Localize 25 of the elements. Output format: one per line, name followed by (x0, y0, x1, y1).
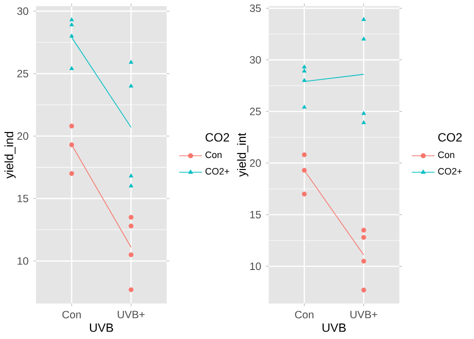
legend-label: CO2+ (438, 168, 462, 175)
y-tick-label: 20 (250, 159, 261, 167)
y-tick-label: 10 (250, 262, 261, 270)
y-tick-label: 30 (17, 7, 28, 16)
y-axis-title: yield_int (237, 133, 248, 177)
x-tick-label: UVB+ (118, 310, 145, 318)
y-tick-label: 15 (18, 194, 28, 202)
x-axis-title: UVB (90, 324, 114, 332)
y-tick-label: 25 (17, 70, 28, 78)
legend-label: Con (438, 152, 454, 158)
x-tick-label: UVB+ (350, 310, 378, 318)
x-tick-label: Con (62, 310, 81, 318)
legend-title: CO2 (206, 133, 230, 142)
legend-label: CO2+ (206, 168, 230, 175)
y-tick-label: 30 (250, 56, 261, 64)
x-tick-label: Con (295, 310, 314, 318)
y-tick-label: 10 (18, 257, 28, 265)
y-tick-label: 20 (17, 132, 28, 140)
y-axis-title: yield_ind (4, 132, 16, 179)
y-tick-label: 15 (250, 211, 261, 218)
legend-label: Con (206, 152, 222, 158)
y-tick-label: 25 (250, 108, 261, 116)
legend-title: CO2 (438, 133, 462, 142)
x-axis-title: UVB (322, 324, 346, 332)
y-tick-label: 35 (250, 4, 261, 12)
